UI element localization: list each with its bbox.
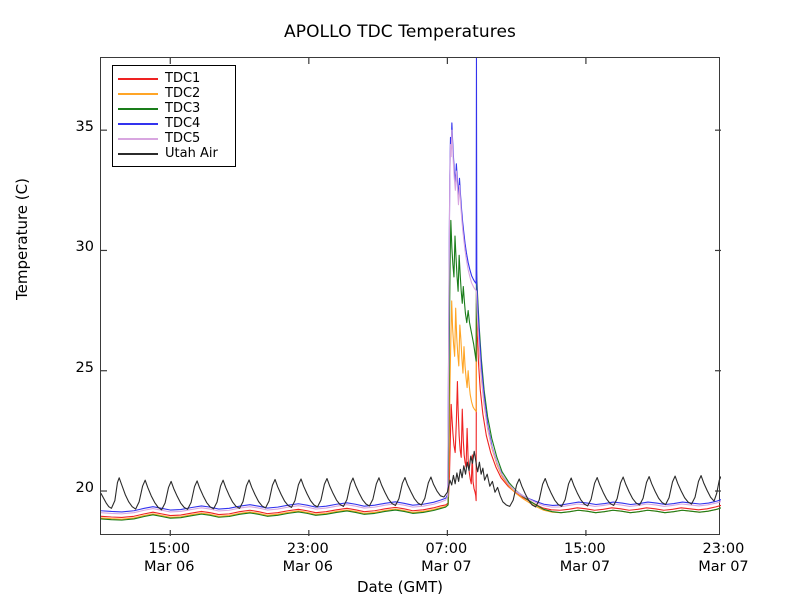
series-line-tdc3	[101, 219, 721, 521]
legend-item-label: TDC5	[165, 131, 201, 146]
legend-swatch-icon	[118, 77, 158, 80]
legend-item-label: TDC4	[165, 116, 201, 131]
y-tick-label: 35	[75, 119, 94, 136]
y-axis-label: Temperature (C)	[13, 178, 31, 300]
series-line-tdc5	[101, 129, 721, 515]
legend-item-utah-air: Utah Air	[118, 146, 229, 161]
legend-item-tdc1: TDC1	[118, 71, 229, 86]
legend-swatch-icon	[118, 122, 158, 125]
x-tick-label: 15:00 Mar 06	[144, 541, 195, 575]
y-tick-label: 25	[75, 359, 94, 376]
legend: TDC1 TDC2 TDC3 TDC4 TDC5 Utah Air	[112, 65, 236, 167]
legend-item-tdc3: TDC3	[118, 101, 229, 116]
legend-swatch-icon	[118, 137, 158, 140]
x-axis-label: Date (GMT)	[356, 578, 444, 596]
y-tick-label: 30	[75, 239, 94, 256]
series-line-tdc1	[101, 302, 721, 519]
legend-swatch-icon	[118, 152, 158, 155]
legend-item-label: TDC1	[165, 71, 201, 86]
legend-item-label: TDC2	[165, 86, 201, 101]
series-line-utah-air	[101, 450, 721, 511]
legend-swatch-icon	[118, 107, 158, 110]
x-tick-label: 23:00 Mar 07	[698, 541, 749, 575]
series-line-tdc2	[101, 293, 721, 520]
x-tick-label: 15:00 Mar 07	[559, 541, 611, 575]
legend-swatch-icon	[118, 92, 158, 95]
legend-item-label: Utah Air	[165, 146, 218, 161]
legend-item-tdc5: TDC5	[118, 131, 229, 146]
chart-title: APOLLO TDC Temperatures	[284, 22, 516, 42]
y-tick-label: 20	[75, 480, 94, 496]
legend-item-tdc2: TDC2	[118, 86, 229, 101]
x-tick-label: 07:00 Mar 07	[421, 541, 472, 575]
plot-lines	[101, 58, 721, 536]
x-tick-label: 23:00 Mar 06	[282, 541, 334, 575]
legend-item-label: TDC3	[165, 101, 201, 116]
legend-item-tdc4: TDC4	[118, 116, 229, 131]
